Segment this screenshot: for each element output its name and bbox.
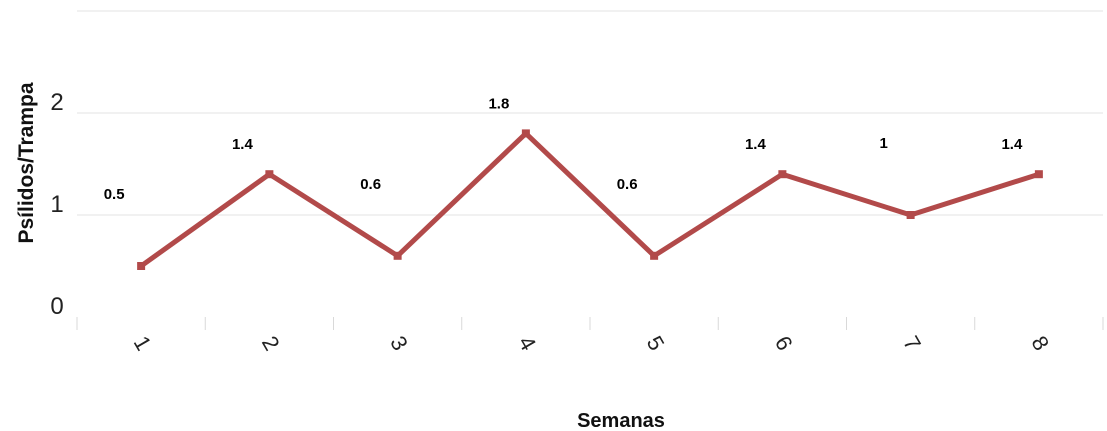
x-axis-title: Semanas (577, 410, 665, 431)
x-tick-label: 7 (898, 332, 926, 355)
x-tick-label: 5 (642, 332, 670, 355)
data-label: 1.4 (232, 136, 254, 153)
y-tick-label: 2 (50, 89, 63, 116)
x-tick-label: 8 (1026, 332, 1054, 355)
data-label: 1.4 (1001, 136, 1023, 153)
data-point (265, 170, 274, 179)
data-label: 0.6 (617, 176, 638, 193)
y-tick-label: 1 (50, 191, 63, 218)
data-point (521, 129, 530, 138)
x-tick-label: 6 (770, 332, 798, 355)
data-point (137, 262, 146, 270)
data-label: 1 (879, 135, 887, 152)
x-tick-label: 2 (257, 332, 285, 355)
data-point (1034, 170, 1043, 179)
x-tick-label: 4 (513, 332, 541, 355)
data-label: 0.6 (360, 176, 381, 193)
data-label: 1.4 (745, 136, 767, 153)
x-axis-tick-labels: 1 2 3 4 5 6 7 8 (129, 332, 1055, 355)
data-point (393, 251, 402, 260)
y-tick-label: 0 (50, 293, 63, 320)
x-tick-label: 1 (129, 332, 157, 355)
gridlines (77, 10, 1103, 216)
data-point (650, 251, 659, 260)
data-label: 1.8 (488, 95, 509, 112)
x-axis-tick-marks (76, 317, 1104, 330)
data-point (778, 170, 787, 179)
data-labels: 0.5 1.4 0.6 1.8 0.6 1.4 1 1.4 (104, 95, 1023, 203)
y-axis-title: Psílidos/Trampa (15, 82, 38, 243)
series-layer (137, 129, 1043, 270)
data-label: 0.5 (104, 186, 125, 203)
y-axis-tick-labels: 0 1 2 (50, 89, 63, 320)
data-point (906, 211, 915, 219)
x-tick-label: 3 (385, 332, 413, 355)
series-line (138, 130, 1042, 269)
